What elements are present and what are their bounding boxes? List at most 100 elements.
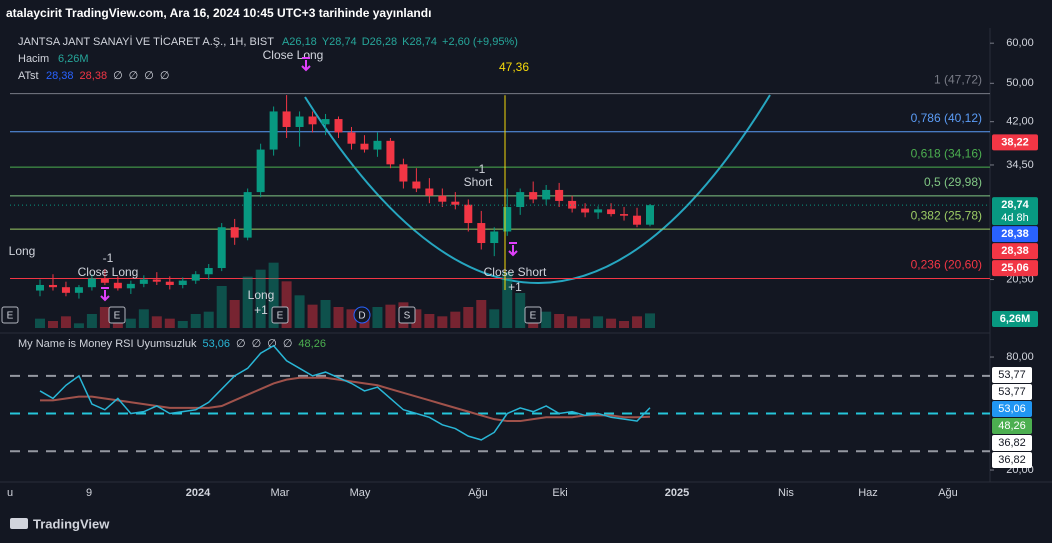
rsi-badge (992, 401, 1032, 417)
volume-bar (112, 321, 123, 328)
candle-body (477, 223, 486, 244)
annotation: +1 (508, 280, 522, 294)
volume-bar (450, 311, 461, 328)
event-label: E (530, 311, 537, 322)
volume-bar (541, 311, 552, 328)
x-tick-label: 2025 (665, 487, 689, 499)
x-tick-label: Nis (778, 487, 794, 499)
candle-body (503, 207, 512, 232)
candle-body (399, 164, 408, 182)
atst-value: ∅ (113, 70, 123, 82)
fib-label: 0,382 (25,78) (911, 208, 982, 222)
rsi-badge-label: 53,06 (998, 403, 1026, 415)
volume-bar (307, 304, 318, 328)
y-tick-label: 34,50 (1006, 159, 1034, 171)
candle-body (87, 278, 96, 288)
atst-value: 28,38 (80, 70, 108, 82)
event-icon (271, 306, 289, 324)
volume-bar (411, 309, 422, 328)
candle-body (568, 200, 577, 209)
rsi-badge (992, 452, 1032, 468)
candle-body (191, 274, 200, 281)
candle-body (100, 278, 109, 283)
volume-bar (229, 300, 240, 328)
event-icon (524, 306, 542, 324)
candle-body (490, 231, 499, 244)
candle-body (425, 188, 434, 196)
candle-body (529, 192, 538, 200)
candle-body (217, 227, 226, 269)
x-tick-label: Ağu (938, 487, 958, 499)
volume-bar (60, 316, 71, 328)
ohlc-value: A26,18 (282, 36, 317, 48)
rsi-badge-label: 53,77 (998, 369, 1026, 381)
annotation: Long (248, 288, 275, 302)
rsi-badge-label: 36,82 (998, 454, 1026, 466)
volume-bar (177, 321, 188, 328)
candle-body (464, 204, 473, 224)
volume-bar (385, 304, 396, 328)
candle-body (308, 116, 317, 125)
signal-arrow (100, 287, 110, 302)
price-badge (992, 226, 1038, 243)
fib-label: 0,618 (34,16) (911, 146, 982, 160)
logo (10, 518, 28, 529)
rsi-legend-value: 53,06 (203, 338, 231, 350)
volume-bar (333, 307, 344, 328)
candle-body (256, 149, 265, 193)
volume-bar (437, 316, 448, 328)
candle-body (113, 282, 122, 289)
ohlc-value: K28,74 (402, 36, 437, 48)
volume-bar (164, 318, 175, 328)
annotation: Close Long (263, 48, 324, 62)
rsi-badge-label: 48,26 (998, 420, 1026, 432)
volume-bar (86, 314, 97, 328)
volume-bar (73, 323, 84, 328)
rsi-legend-value: ∅ (236, 338, 246, 350)
candle-body (165, 281, 174, 285)
x-tick-label: Haz (858, 487, 878, 499)
candle-body (451, 201, 460, 205)
volume-bar (203, 311, 214, 328)
rsi-legend-value: ∅ (283, 338, 293, 350)
annotation: -1 (103, 251, 114, 265)
candle-body (620, 214, 629, 216)
volume-bar (645, 313, 655, 328)
rsi-title: My Name is Money RSI Uyumsuzluk (18, 338, 197, 350)
candle-body (152, 279, 161, 282)
atst-value: ∅ (144, 70, 154, 82)
atst-value: 28,38 (46, 70, 74, 82)
candle-body (334, 119, 343, 133)
candle-body (542, 189, 551, 200)
fib-label: 1 (47,72) (934, 73, 982, 87)
candle-body (178, 280, 187, 285)
volume-bar (151, 316, 162, 328)
rsi-badge (992, 384, 1032, 400)
x-tick-label: Ağu (468, 487, 488, 499)
volume-badge (992, 311, 1038, 327)
event-icon (353, 306, 371, 324)
ohlc-value: +2,60 (+9,95%) (442, 36, 518, 48)
annotation: -1 (475, 162, 486, 176)
signal-arrow (301, 57, 311, 72)
price-badge-countdown: 4d 8h (1001, 212, 1029, 224)
rsi-badge-label: 36,82 (998, 437, 1026, 449)
price-badge-label: 28,74 (1001, 199, 1029, 211)
volume-bar (138, 309, 149, 328)
candle-body (373, 140, 382, 150)
ohlc-value: D26,28 (362, 36, 397, 48)
rsi-line (39, 344, 651, 441)
volume-bar (489, 309, 500, 328)
rsi-badge (992, 435, 1032, 451)
x-tick-label: 2024 (186, 487, 211, 499)
candle-body (347, 132, 356, 144)
volume-bar (463, 307, 474, 328)
candle-body (581, 208, 590, 213)
price-badge-label: 25,06 (1001, 262, 1029, 274)
volume-legend-name: Hacim (18, 53, 49, 65)
annotation: Close Short (484, 265, 547, 279)
candle-body (269, 111, 278, 150)
event-label: E (114, 311, 121, 322)
x-tick-label: 9 (86, 487, 92, 499)
rsi-badge (992, 418, 1032, 434)
